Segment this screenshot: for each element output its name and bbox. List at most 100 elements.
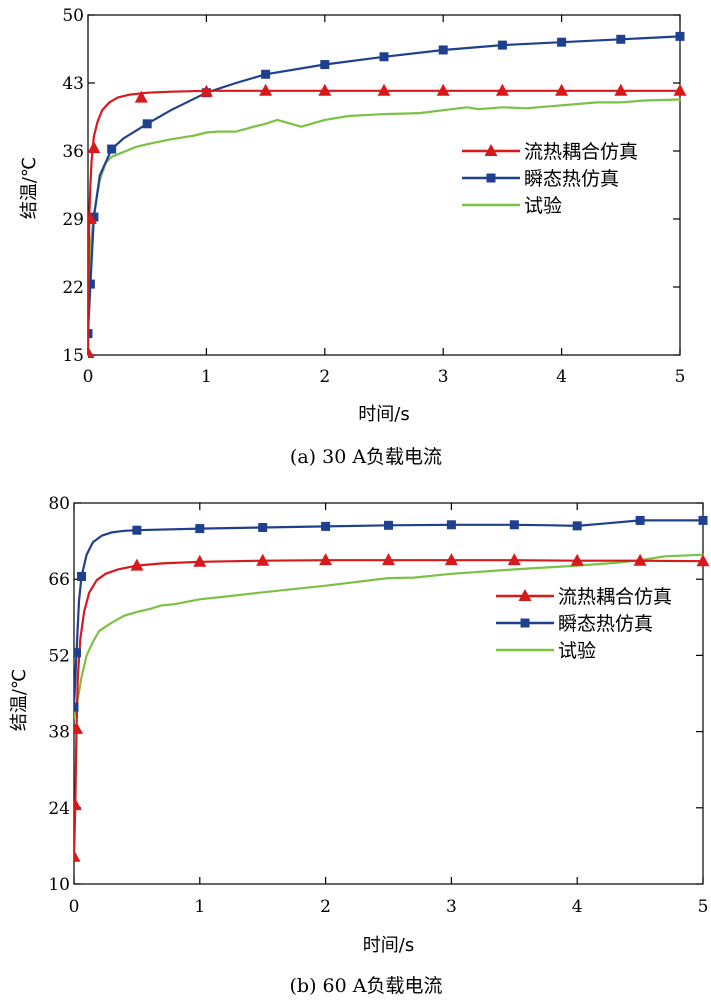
triangle-marker [74, 721, 84, 734]
square-marker [258, 522, 268, 532]
square-marker [635, 515, 645, 525]
square-marker [77, 571, 87, 581]
triangle-marker [633, 553, 647, 566]
x-tick-label: 2 [319, 367, 330, 387]
triangle-marker [436, 83, 450, 96]
square-marker [74, 702, 79, 712]
square-marker [261, 69, 271, 79]
square-marker [379, 52, 389, 62]
legend-label: 流热耦合仿真 [524, 141, 638, 163]
series-experiment [74, 553, 705, 720]
triangle-marker [382, 553, 395, 566]
triangle-marker [193, 554, 207, 567]
x-tick-label: 3 [446, 897, 457, 917]
square-marker [88, 329, 93, 339]
x-tick-label: 0 [83, 367, 94, 387]
series-line [88, 35, 682, 335]
square-marker [74, 648, 82, 658]
square-marker [438, 45, 448, 55]
triangle-marker [88, 346, 95, 359]
triangle-marker [377, 83, 391, 96]
y-tick-label: 24 [48, 799, 70, 819]
square-marker [497, 40, 507, 50]
triangle-marker [673, 83, 687, 96]
triangle-marker [570, 553, 584, 566]
triangle-marker [319, 553, 333, 566]
triangle-marker [199, 84, 213, 97]
square-marker [107, 144, 117, 154]
square-marker [572, 521, 582, 531]
chart-b: 0 1 2 3 4 5 10 24 38 52 66 80 时间/s 结温/℃ (b) 60 A负载电流 流热… [9, 494, 710, 997]
square-marker [446, 520, 456, 530]
plot-frame [87, 14, 681, 356]
y-tick-label: 36 [62, 142, 84, 162]
triangle-marker [495, 83, 509, 96]
square-marker [132, 525, 142, 535]
y-axis-label: 结温/℃ [19, 157, 40, 219]
x-tick-label: 1 [201, 367, 212, 387]
y-tick-label: 66 [48, 570, 70, 590]
legend-label: 试验 [524, 195, 562, 217]
x-axis-label: 时间/s [358, 404, 409, 425]
triangle-marker [318, 83, 332, 96]
legend-triangle-marker [484, 144, 498, 156]
x-tick-label: 0 [69, 897, 80, 917]
x-axis-label: 时间/s [363, 935, 414, 956]
triangle-marker [88, 212, 97, 224]
square-marker [675, 31, 685, 41]
triangle-marker [134, 90, 148, 103]
square-marker [142, 119, 152, 129]
triangle-marker [259, 83, 273, 96]
y-tick-label: 50 [62, 6, 84, 26]
legend-square-marker [486, 173, 496, 183]
triangle-marker [555, 83, 569, 96]
x-tick-label: 1 [194, 897, 205, 917]
x-tick-label: 5 [698, 897, 709, 917]
y-tick-label: 10 [48, 875, 70, 895]
x-tick-label: 2 [320, 897, 331, 917]
triangle-marker [614, 83, 628, 96]
series-line [88, 98, 682, 308]
square-marker [557, 37, 567, 47]
series-line [88, 89, 682, 355]
y-tick-label: 29 [62, 210, 84, 230]
x-tick-label: 5 [675, 367, 686, 387]
legend-label: 流热耦合仿真 [558, 586, 672, 608]
chart-a: 0 1 2 3 4 5 15 22 29 36 43 50 时间/s 结温/℃ (a) 30 A负载电流 流热… [19, 6, 687, 468]
triangle-marker [74, 849, 81, 862]
legend-square-marker [520, 618, 530, 628]
series-coupled-sim [74, 553, 710, 862]
y-tick-label: 43 [62, 74, 84, 94]
legend-label: 瞬态热仿真 [558, 613, 653, 635]
square-marker [195, 524, 205, 534]
triangle-marker [444, 553, 458, 566]
square-marker [509, 520, 519, 530]
square-marker [384, 520, 393, 530]
y-tick-label: 52 [48, 646, 70, 666]
triangle-marker [88, 141, 101, 154]
legend-triangle-marker [518, 589, 532, 601]
series-transient-sim [74, 515, 708, 712]
figure-caption: (b) 60 A负载电流 [290, 975, 443, 997]
triangle-marker [130, 558, 144, 571]
x-tick-label: 4 [572, 897, 583, 917]
square-marker [616, 34, 626, 44]
y-tick-label: 38 [48, 723, 70, 743]
triangle-marker [256, 553, 270, 566]
series-experiment [88, 98, 682, 308]
legend-label: 试验 [558, 640, 596, 662]
y-tick-label: 22 [62, 278, 84, 298]
y-axis-label: 结温/℃ [9, 669, 30, 731]
series-coupled-sim [88, 83, 687, 359]
x-tick-label: 4 [556, 367, 567, 387]
square-marker [320, 60, 330, 70]
square-marker [88, 279, 95, 289]
y-tick-label: 15 [62, 346, 84, 366]
y-tick-label: 80 [48, 494, 70, 514]
figure-caption: (a) 30 A负载电流 [290, 446, 442, 468]
square-marker [698, 515, 708, 525]
series-line [74, 553, 705, 720]
